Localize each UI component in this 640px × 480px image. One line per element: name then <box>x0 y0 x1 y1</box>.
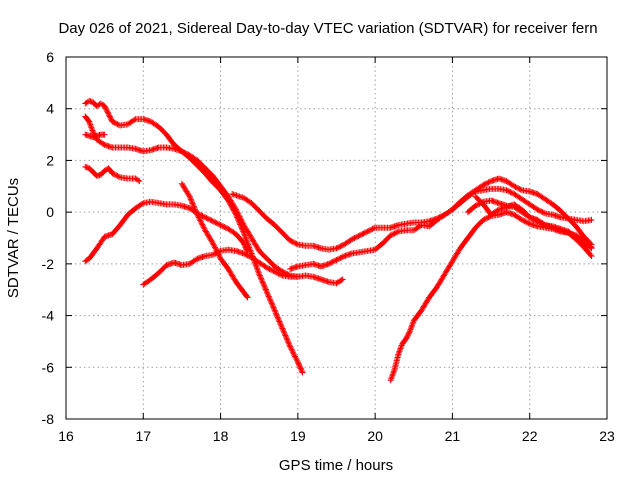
plus-markers <box>229 175 595 253</box>
y-tick-label: 4 <box>46 101 54 117</box>
series-track-8 <box>229 175 595 253</box>
y-tick-label: -6 <box>42 359 55 375</box>
x-tick-label: 20 <box>367 428 383 444</box>
series-track-3 <box>82 163 143 185</box>
plus-markers <box>82 113 346 287</box>
y-tick-label: 0 <box>46 204 54 220</box>
y-tick-label: 6 <box>46 49 54 65</box>
grid-lines <box>66 57 607 419</box>
plus-markers <box>287 185 595 272</box>
x-tick-label: 17 <box>135 428 151 444</box>
plus-markers <box>82 163 143 185</box>
series-track-5 <box>82 131 108 141</box>
plus-markers <box>472 193 595 252</box>
x-tick-label: 16 <box>58 428 74 444</box>
data-points <box>82 98 595 384</box>
plus-markers <box>82 98 306 376</box>
plus-markers <box>140 246 301 288</box>
y-axis-tick-labels: -8 -6 -4 -2 0 2 4 6 <box>42 49 55 427</box>
plus-markers <box>82 198 251 265</box>
series-track-7 <box>140 246 301 288</box>
plot-frame <box>65 56 608 420</box>
plus-markers <box>82 131 108 141</box>
x-tick-label: 23 <box>599 428 615 444</box>
x-tick-label: 18 <box>213 428 229 444</box>
y-tick-label: -2 <box>42 256 55 272</box>
series-track-4 <box>82 198 251 265</box>
y-axis-label: SDTVAR / TECUs <box>5 178 22 298</box>
plus-markers <box>387 209 595 384</box>
y-tick-label: 2 <box>46 152 54 168</box>
series-track-9 <box>287 185 595 272</box>
series-track-10 <box>387 209 595 384</box>
series-track-2 <box>82 113 346 287</box>
x-tick-label: 19 <box>290 428 306 444</box>
series-track-12 <box>472 193 595 252</box>
axis-ticks <box>65 56 608 420</box>
x-tick-label: 22 <box>522 428 538 444</box>
series-track-1 <box>82 98 306 376</box>
x-tick-label: 21 <box>445 428 461 444</box>
y-tick-label: -4 <box>42 308 55 324</box>
y-tick-label: -8 <box>42 411 55 427</box>
x-axis-label: GPS time / hours <box>279 457 393 474</box>
x-axis-tick-labels: 16 17 18 19 20 21 22 23 <box>58 428 615 444</box>
chart-title: Day 026 of 2021, Sidereal Day-to-day VTE… <box>58 20 597 37</box>
